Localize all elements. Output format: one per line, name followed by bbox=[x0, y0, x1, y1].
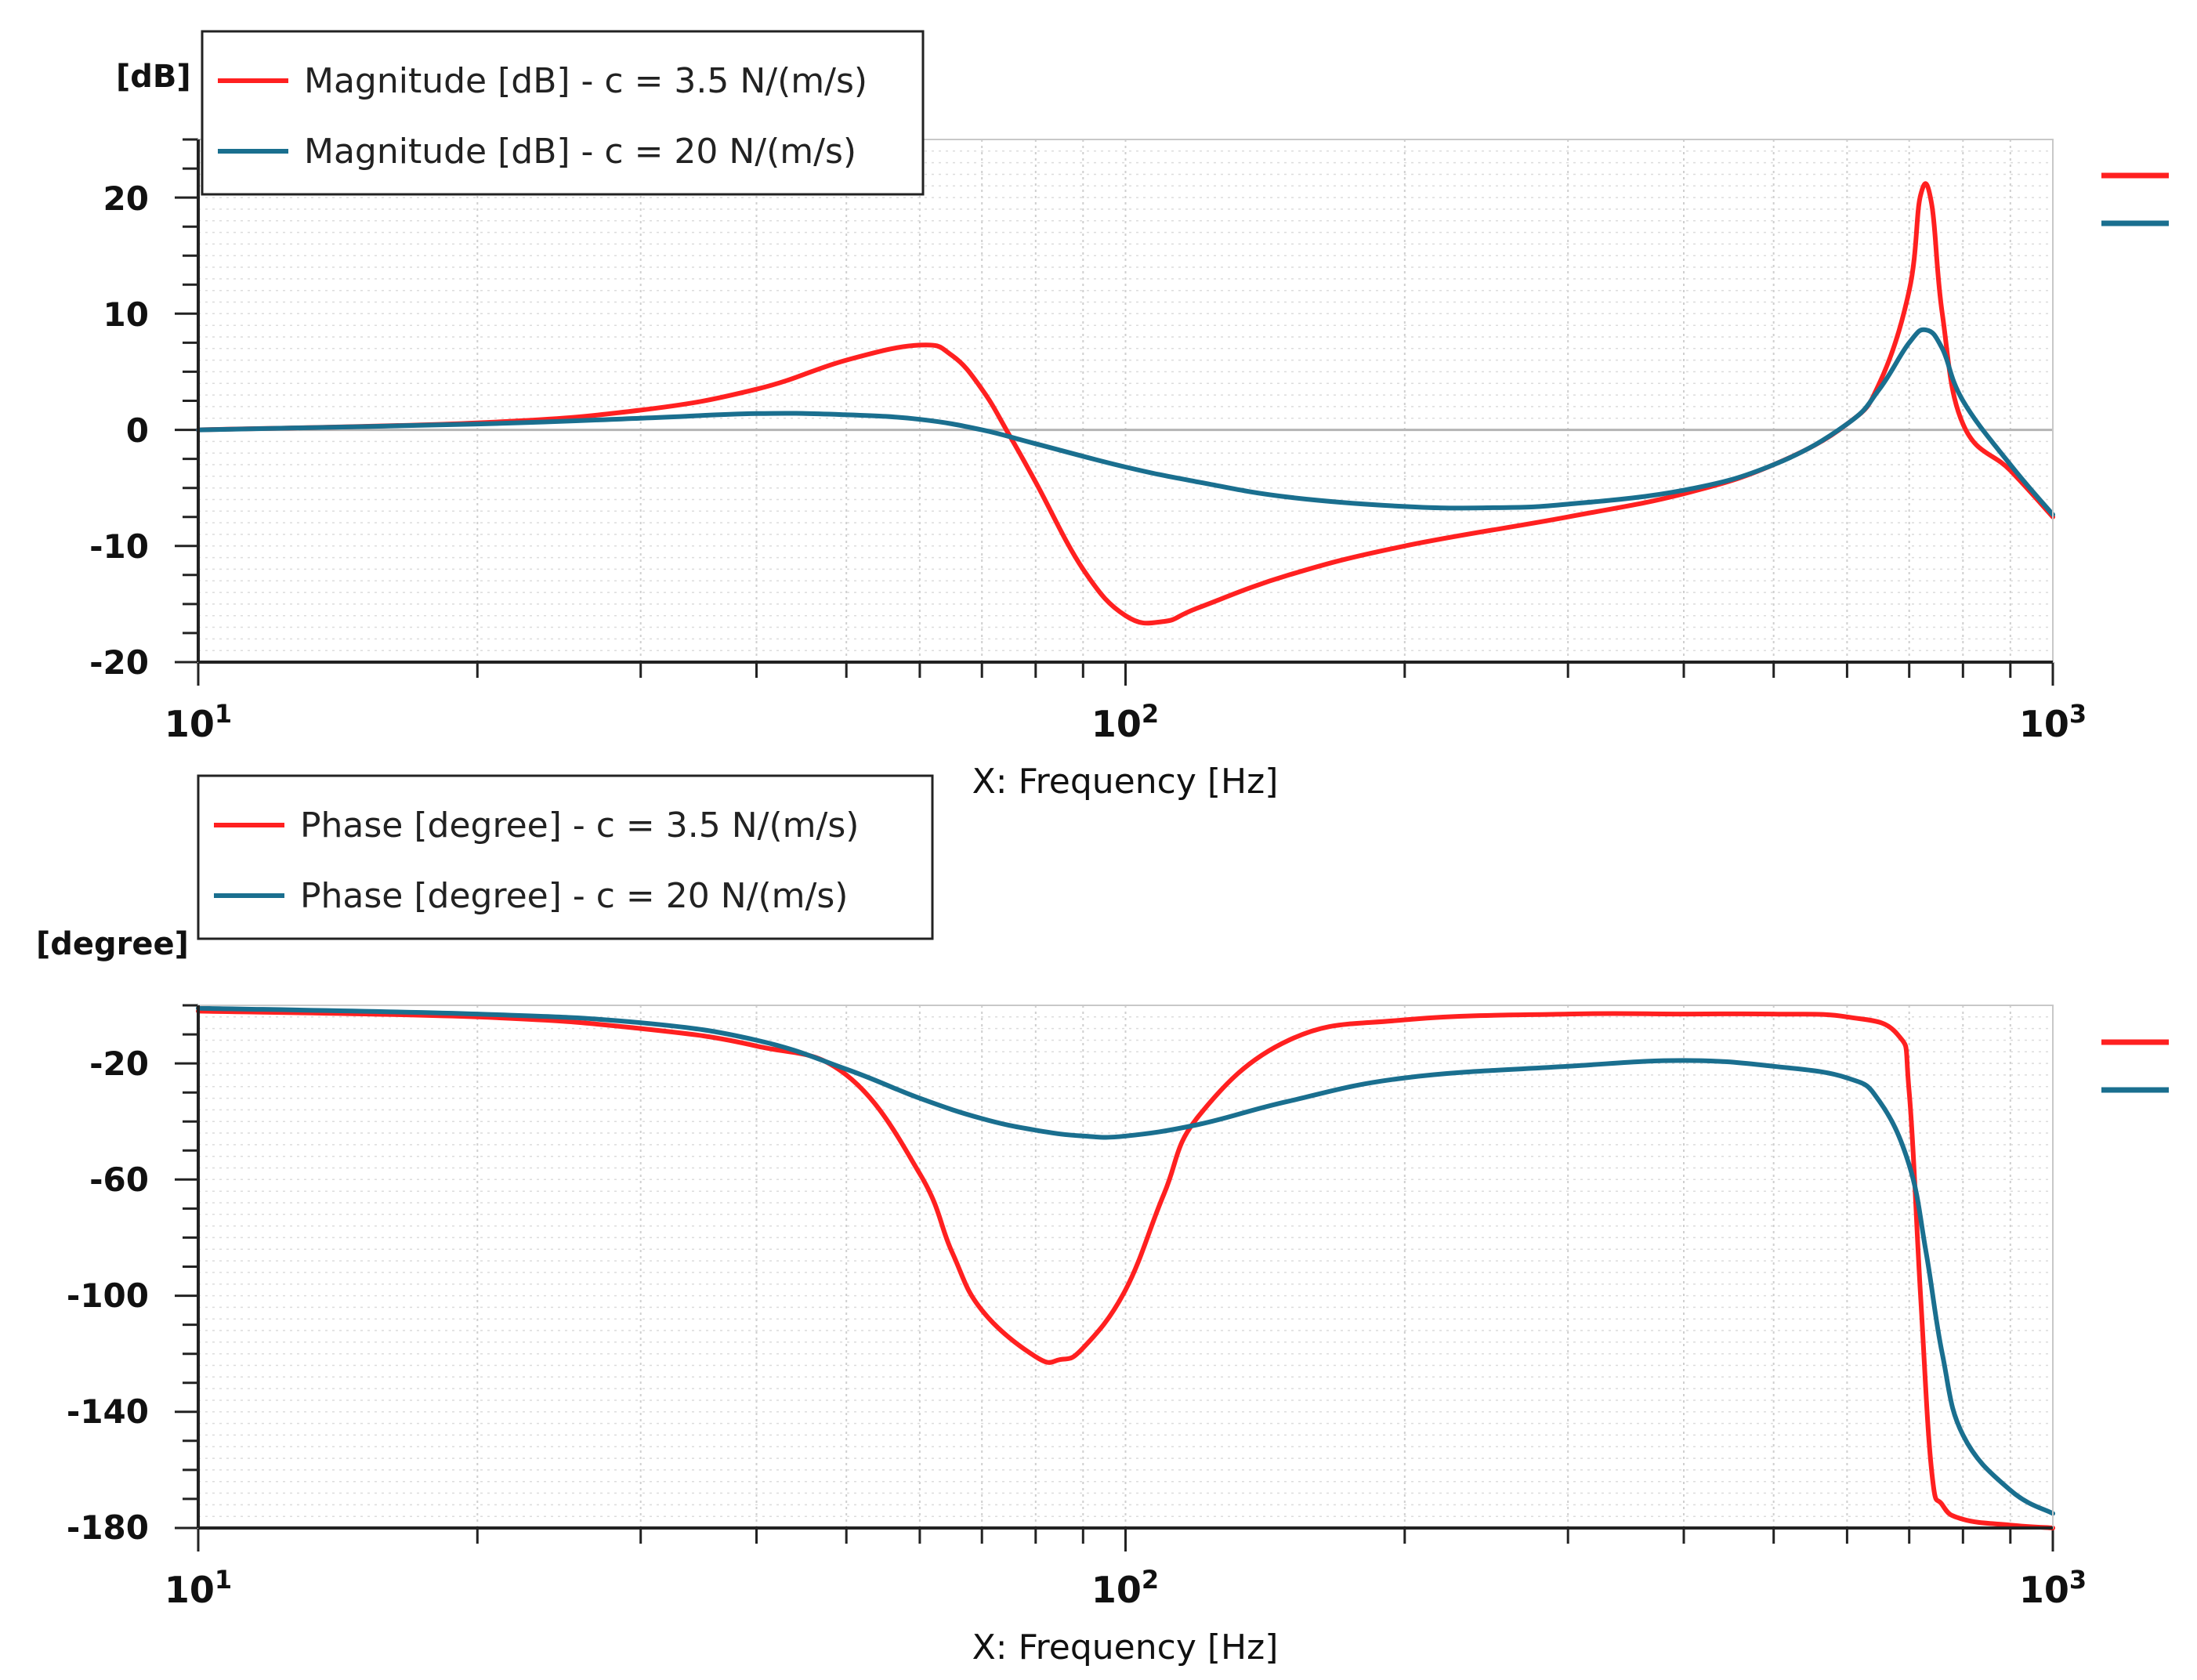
magnitude-plot-area bbox=[198, 139, 2053, 662]
phase-series-line-teal bbox=[196, 1005, 2055, 1516]
magnitude-legend-box bbox=[201, 30, 925, 196]
magnitude-x-axis-title: X: Frequency [Hz] bbox=[972, 762, 1279, 802]
magnitude-series-line-teal bbox=[196, 327, 2055, 517]
phase-chart: [degree] -20 -60 -100 -140 -180 101 102 … bbox=[36, 774, 2169, 1667]
phase-legend-label: Phase [degree] - c = 3.5 N/(m/s) bbox=[300, 806, 859, 845]
phase-x-tick-labels: 101 102 103 bbox=[165, 1565, 2087, 1611]
magnitude-xtick-label: 103 bbox=[2019, 699, 2087, 745]
magnitude-xtick-label: 101 bbox=[165, 699, 232, 745]
magnitude-x-tick-labels: 101 102 103 bbox=[165, 699, 2087, 745]
magnitude-chart: [dB] 20 10 0 -10 -20 101 102 103 X: Freq… bbox=[89, 30, 2169, 802]
phase-ticks bbox=[175, 1004, 2054, 1551]
phase-legend-box bbox=[197, 774, 934, 940]
phase-y-unit-label: [degree] bbox=[36, 926, 189, 962]
magnitude-legend: Magnitude [dB] - c = 3.5 N/(m/s) Magnitu… bbox=[201, 30, 925, 196]
magnitude-ticks bbox=[175, 138, 2054, 686]
magnitude-legend-label: Magnitude [dB] - c = 3.5 N/(m/s) bbox=[304, 61, 867, 101]
magnitude-y-unit-label: [dB] bbox=[116, 59, 191, 95]
magnitude-legend-label: Magnitude [dB] - c = 20 N/(m/s) bbox=[304, 132, 856, 172]
magnitude-ytick-label: 0 bbox=[126, 411, 149, 450]
phase-legend-label: Phase [degree] - c = 20 N/(m/s) bbox=[300, 876, 848, 916]
magnitude-ytick-label: 20 bbox=[103, 179, 149, 218]
phase-x-axis-title: X: Frequency [Hz] bbox=[972, 1628, 1279, 1667]
phase-legend: Phase [degree] - c = 3.5 N/(m/s) Phase [… bbox=[197, 774, 934, 940]
magnitude-series-line-red bbox=[196, 181, 2055, 626]
magnitude-ytick-label: -10 bbox=[89, 527, 149, 566]
phase-ytick-label: -180 bbox=[67, 1508, 149, 1547]
phase-xtick-label: 101 bbox=[165, 1565, 232, 1611]
phase-series bbox=[196, 1005, 2055, 1530]
phase-ytick-label: -100 bbox=[67, 1276, 149, 1315]
phase-xtick-label: 102 bbox=[1091, 1565, 1159, 1611]
magnitude-xtick-label: 102 bbox=[1091, 699, 1159, 745]
phase-plot-area bbox=[198, 1005, 2053, 1528]
magnitude-ytick-label: 10 bbox=[103, 295, 149, 334]
magnitude-series bbox=[196, 181, 2055, 626]
phase-ytick-label: -20 bbox=[89, 1045, 149, 1083]
phase-ytick-label: -140 bbox=[67, 1392, 149, 1431]
phase-y-tick-labels: -20 -60 -100 -140 -180 bbox=[67, 1045, 149, 1547]
phase-xtick-label: 103 bbox=[2019, 1565, 2087, 1611]
phase-ytick-label: -60 bbox=[89, 1160, 149, 1199]
magnitude-ytick-label: -20 bbox=[89, 643, 149, 682]
magnitude-y-tick-labels: 20 10 0 -10 -20 bbox=[89, 179, 149, 682]
